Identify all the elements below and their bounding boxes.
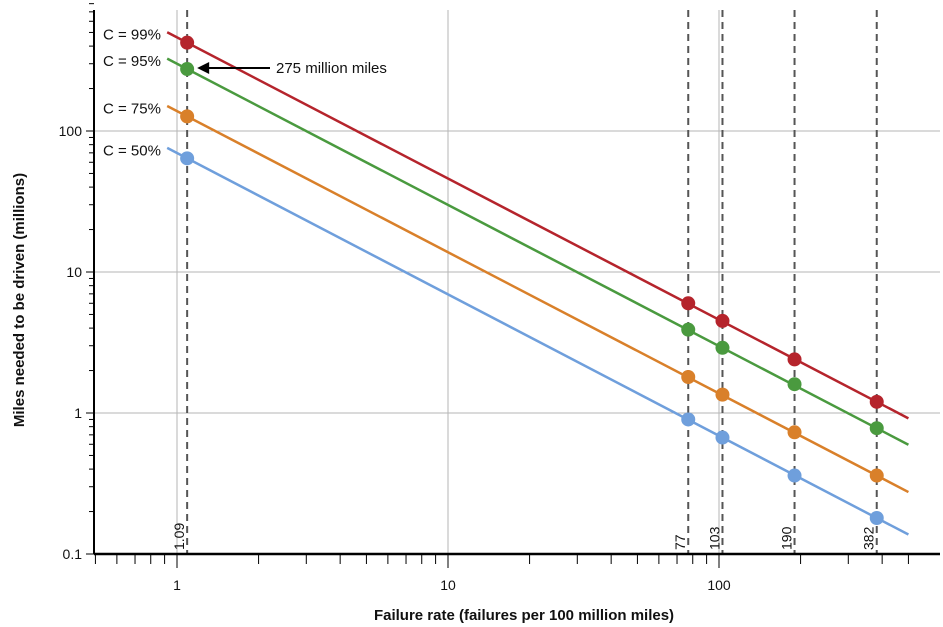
data-point bbox=[681, 322, 696, 337]
annotations: 275 million miles bbox=[197, 60, 387, 77]
data-point bbox=[869, 421, 884, 436]
y-tick-label: 1 bbox=[74, 405, 82, 421]
data-point bbox=[715, 340, 730, 355]
data-point bbox=[180, 109, 195, 124]
y-axis-title: Miles needed to be driven (millions) bbox=[11, 173, 28, 427]
data-points bbox=[180, 35, 884, 526]
series-lines bbox=[166, 31, 909, 536]
data-point bbox=[787, 377, 802, 392]
x-tick-label: 10 bbox=[440, 577, 456, 593]
data-point bbox=[715, 313, 730, 328]
series-label: C = 75% bbox=[103, 100, 161, 117]
reference-line-label: 382 bbox=[861, 526, 877, 550]
data-point bbox=[869, 511, 884, 526]
series-line bbox=[166, 104, 909, 494]
data-point bbox=[869, 468, 884, 483]
series-label: C = 50% bbox=[103, 142, 161, 159]
data-point bbox=[180, 151, 195, 166]
data-point bbox=[787, 352, 802, 367]
y-tick-label: 10 bbox=[66, 264, 82, 280]
reference-line-label: 77 bbox=[672, 534, 688, 550]
data-point bbox=[180, 62, 195, 77]
y-tick-label: 0.1 bbox=[63, 546, 83, 562]
annotation-text: 275 million miles bbox=[276, 60, 387, 77]
x-axis-title: Failure rate (failures per 100 million m… bbox=[374, 607, 674, 624]
data-point bbox=[681, 370, 696, 385]
reference-line-label: 103 bbox=[706, 526, 722, 550]
data-point bbox=[715, 430, 730, 445]
x-tick-label: 1 bbox=[173, 577, 181, 593]
data-point bbox=[787, 468, 802, 483]
y-tick-label: 100 bbox=[59, 123, 83, 139]
annotation-arrow-head bbox=[197, 62, 210, 75]
data-point bbox=[681, 296, 696, 311]
grid bbox=[94, 10, 940, 554]
data-point bbox=[180, 35, 195, 50]
data-point bbox=[715, 387, 730, 402]
series-line bbox=[166, 57, 909, 446]
series-line bbox=[166, 146, 909, 536]
data-point bbox=[681, 412, 696, 427]
reference-line-label: 1.09 bbox=[171, 523, 187, 550]
reference-lines: 1.09 77 103 190 382 bbox=[171, 10, 878, 554]
series-line bbox=[166, 31, 909, 420]
x-tick-label: 100 bbox=[707, 577, 731, 593]
axes: 0.1 1 10 100 1 10 100 bbox=[59, 3, 940, 593]
curve-labels: C = 99% C = 95% C = 75% C = 50% bbox=[103, 27, 161, 160]
reference-line-label: 190 bbox=[779, 526, 795, 550]
series-label: C = 99% bbox=[103, 27, 161, 44]
series-label: C = 95% bbox=[103, 53, 161, 70]
data-point bbox=[869, 394, 884, 409]
data-point bbox=[787, 425, 802, 440]
